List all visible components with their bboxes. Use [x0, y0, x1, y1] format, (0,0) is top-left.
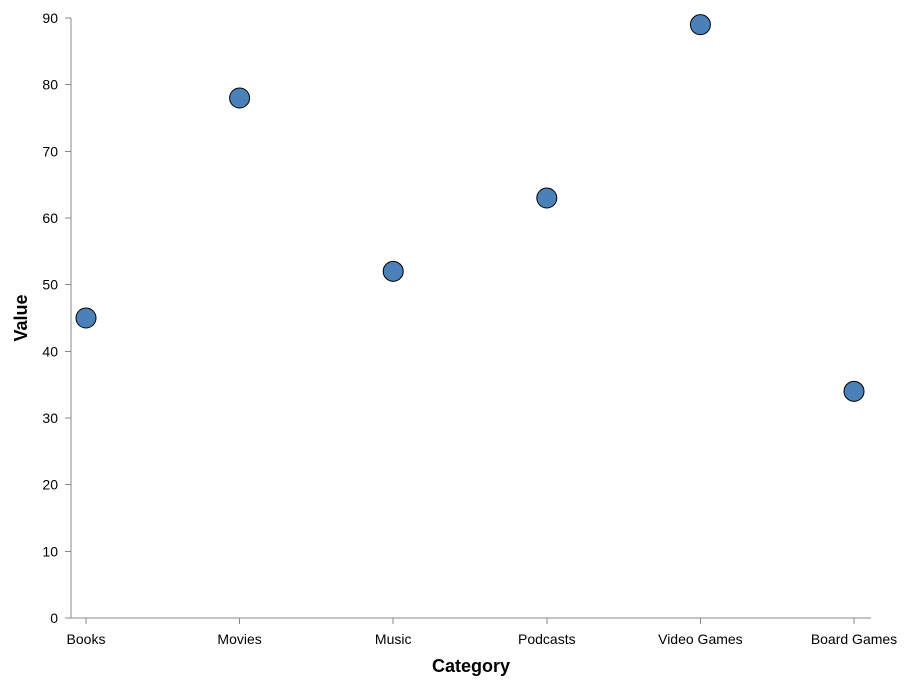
y-tick-label: 90: [42, 10, 58, 26]
y-tick-label: 0: [50, 610, 58, 626]
y-axis: 0 10 20 30 40 50 60 70 80 90: [42, 10, 72, 626]
y-tick-label: 40: [42, 343, 58, 359]
x-axis-title: Category: [432, 656, 510, 676]
data-point[interactable]: [689, 14, 711, 36]
data-point[interactable]: [229, 87, 251, 109]
y-tick-label: 30: [42, 410, 58, 426]
data-points: [75, 14, 865, 402]
x-axis: Books Movies Music Podcasts Video Games Board…: [67, 617, 897, 647]
y-axis-title: Value: [11, 294, 31, 341]
x-tick-label: Podcasts: [518, 631, 576, 647]
x-tick-label: Board Games: [811, 631, 897, 647]
y-tick-label: 80: [42, 77, 58, 93]
y-tick-label: 20: [42, 477, 58, 493]
x-tick-label: Books: [67, 631, 106, 647]
y-tick-label: 50: [42, 277, 58, 293]
data-point[interactable]: [843, 380, 865, 402]
x-tick-label: Music: [375, 631, 412, 647]
y-tick-label: 10: [42, 543, 58, 559]
y-tick-label: 70: [42, 143, 58, 159]
data-point[interactable]: [75, 307, 97, 329]
data-point[interactable]: [382, 260, 404, 282]
data-point[interactable]: [536, 187, 558, 209]
x-tick-label: Video Games: [658, 631, 743, 647]
y-tick-label: 60: [42, 210, 58, 226]
x-tick-label: Movies: [217, 631, 261, 647]
